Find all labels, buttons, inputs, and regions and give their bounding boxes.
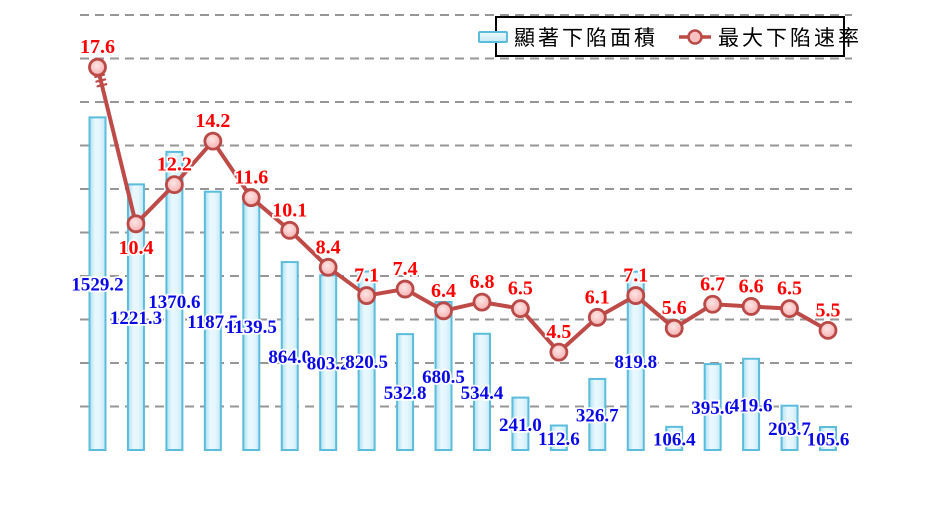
axis-break-mark: [96, 83, 108, 88]
rate-value-label: 4.5: [546, 321, 571, 343]
rate-value-label: 6.6: [739, 275, 764, 297]
rate-point: [164, 175, 184, 195]
bar: [88, 116, 107, 452]
rate-value-label: 7.1: [354, 265, 379, 287]
bar-value-label: 203.7: [768, 419, 811, 440]
line-series-layer: [88, 57, 838, 362]
rate-point: [126, 214, 146, 234]
rate-value-label: 6.4: [431, 280, 456, 302]
bar-value-label: 864.0: [268, 347, 311, 368]
bar-value-label: 803.2: [307, 354, 350, 375]
bar: [126, 183, 145, 451]
bar-value-label: 241.0: [499, 415, 542, 436]
rate-value-label: 6.8: [469, 271, 494, 293]
bar: [742, 357, 761, 451]
rate-value-label: 5.6: [662, 297, 687, 319]
bar-value-label: 1139.5: [226, 317, 277, 338]
rate-point: [241, 188, 261, 208]
bar-series-swatch-icon: [478, 30, 508, 43]
rate-point: [587, 307, 607, 327]
bar: [626, 270, 645, 452]
rate-point: [664, 318, 684, 338]
bar-value-label: 820.5: [345, 352, 388, 373]
rate-value-label: 7.1: [623, 265, 648, 287]
bar: [203, 190, 222, 451]
rate-value-label: 6.5: [777, 278, 802, 300]
legend-label-rate: 最大下陷速率: [718, 25, 862, 50]
rate-point: [434, 301, 453, 321]
bar-value-label: 1370.6: [148, 292, 200, 313]
rate-value-label: 11.6: [234, 167, 268, 189]
bar: [165, 150, 184, 451]
bar-value-label: 112.6: [538, 429, 580, 450]
bar: [703, 363, 722, 451]
bar: [588, 377, 607, 451]
rate-point: [511, 299, 530, 319]
bar-value-label: 819.8: [614, 352, 657, 373]
bar: [665, 425, 684, 452]
gridlines-layer: [80, 14, 852, 408]
rate-point: [472, 292, 492, 312]
bar: [280, 261, 299, 451]
legend-item-area: 顯著下陷面積: [478, 22, 658, 52]
rate-point: [88, 57, 107, 77]
rate-value-label: 14.2: [195, 110, 230, 132]
bar-value-label: 106.4: [653, 429, 696, 450]
bar: [357, 270, 376, 452]
legend-label-area: 顯著下陷面積: [514, 25, 658, 50]
rate-point: [280, 220, 300, 240]
bar: [780, 404, 799, 451]
rate-value-label: 8.4: [316, 236, 341, 258]
line-marker-icon: [678, 28, 712, 46]
rate-point: [818, 320, 838, 340]
bar: [549, 424, 568, 451]
rate-point: [395, 279, 415, 299]
rate-value-label: 6.5: [508, 278, 533, 300]
axis-break-mark: [95, 78, 107, 83]
bar-value-label: 1221.3: [110, 308, 162, 329]
bar-value-label: 419.6: [730, 395, 773, 416]
rate-value-label: 6.1: [585, 286, 610, 308]
rate-value-label: 17.6: [80, 36, 115, 58]
rate-point: [626, 286, 646, 305]
rate-value-label: 5.5: [815, 299, 840, 321]
bar-value-label: 395.0: [691, 398, 734, 419]
legend: 顯著下陷面積 最大下陷速率: [478, 16, 859, 57]
rate-value-label: 10.4: [118, 237, 153, 259]
rate-point: [741, 297, 761, 316]
bar-value-label: 532.8: [384, 383, 427, 404]
bar: [472, 332, 491, 452]
rate-point: [357, 286, 377, 305]
rate-point: [780, 299, 799, 319]
rate-value-label: 7.4: [393, 258, 418, 280]
rate-point: [203, 131, 223, 151]
bar-value-label: 326.7: [576, 405, 619, 426]
bar-value-label: 534.4: [461, 383, 504, 404]
bar-value-label: 105.6: [807, 430, 850, 451]
rate-value-label: 12.2: [157, 154, 192, 176]
bar: [818, 426, 837, 452]
rate-point: [318, 257, 338, 277]
legend-item-rate: 最大下陷速率: [678, 22, 862, 52]
bar: [396, 333, 415, 451]
rate-point: [549, 342, 569, 362]
bar-value-label: 1187.5: [187, 312, 238, 333]
rate-value-label: 10.1: [272, 199, 307, 221]
bar-series-layer: [88, 116, 837, 452]
rate-point: [703, 294, 723, 314]
rate-value-label: 6.7: [700, 273, 725, 295]
bar-value-label: 680.5: [422, 367, 465, 388]
bar: [511, 396, 530, 451]
bar-value-label: 1529.2: [71, 275, 123, 296]
